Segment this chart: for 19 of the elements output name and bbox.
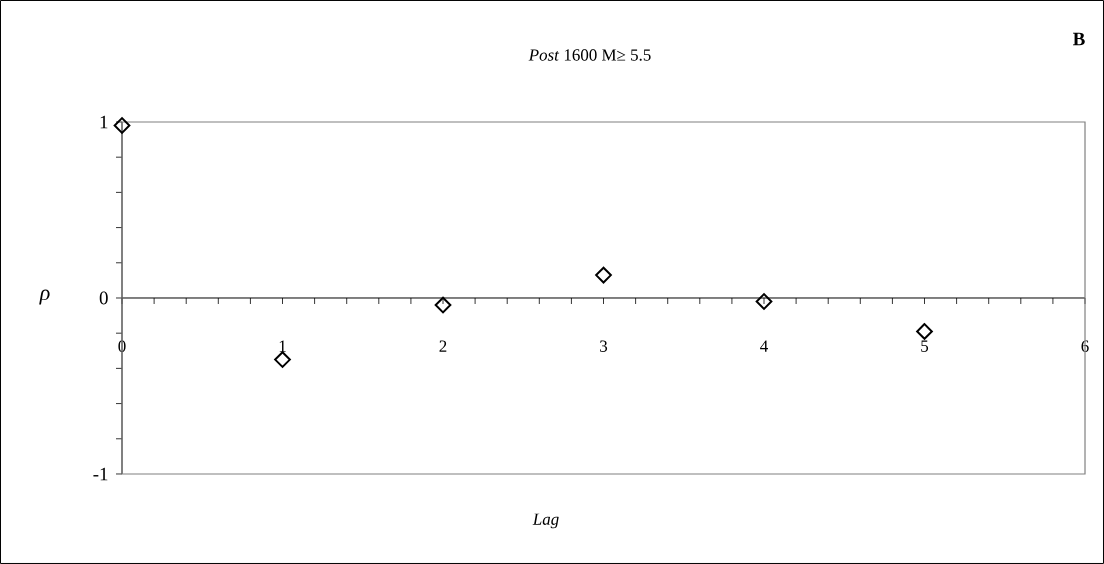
x-tick-label: 2 [439, 340, 447, 352]
point [434, 296, 452, 314]
x-axis-title: Lag [532, 513, 559, 529]
point [595, 266, 612, 284]
point [916, 323, 933, 340]
y-axis-title: ρ [39, 289, 50, 305]
x-tick-label: 4 [760, 340, 768, 352]
x-tick-label: 1 [279, 340, 286, 352]
y-tick-label: -1 [93, 467, 108, 481]
point [755, 293, 773, 310]
y-tick-label: 0 [99, 291, 108, 305]
x-tick-label: 5 [921, 340, 929, 352]
x-tick-label: 0 [118, 340, 126, 352]
x-tick-label: 6 [1081, 340, 1089, 352]
text: B [1073, 32, 1085, 46]
y-tick-label: 1 [100, 115, 108, 129]
chart-title: Post 1600 M≥ 5.5 [528, 49, 651, 61]
point [274, 351, 291, 368]
x-tick-label: 3 [600, 340, 608, 352]
